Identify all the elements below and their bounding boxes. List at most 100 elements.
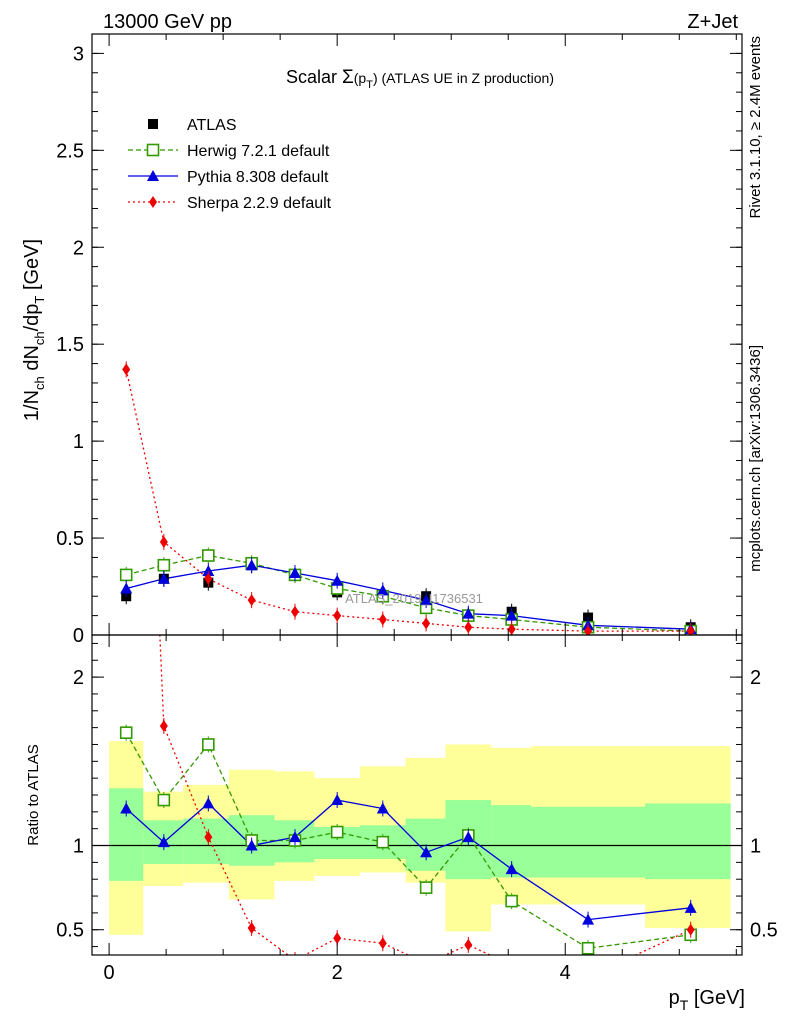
upper-y-tick-label: 2.5	[56, 140, 84, 162]
ratio-herwig-7-2-1-default-point	[376, 835, 390, 849]
uncertainty-band-inner	[183, 818, 229, 865]
mcplots-source-label: mcplots.cern.ch [arXiv:1306.3436]	[747, 345, 764, 572]
ratio-pythia-8-308-default-point	[288, 831, 301, 843]
lower-y-tick-label: 2	[73, 667, 84, 689]
upper-y-tick-label: 1	[73, 431, 84, 453]
lower-y-tick-label: 0.5	[56, 920, 84, 942]
legend-herwig-7-2-1-default-marker	[146, 143, 160, 157]
ratio-pythia-8-308-default-point	[120, 802, 133, 814]
ratio-pythia-8-308-default-point	[331, 794, 344, 806]
ratio-pythia-8-308-default-point	[202, 797, 215, 809]
ratio-sherpa-2-2-9-default-point	[464, 938, 473, 951]
upper-y-axis-title: 1/Nch dNch/dpT [GeV]	[21, 239, 47, 421]
ratio-pythia-8-308-default-point	[157, 836, 170, 848]
lower-y-tick-label-right: 2	[750, 667, 761, 689]
ratio-herwig-7-2-1-default-point	[202, 738, 215, 751]
ratio-sherpa-2-2-9-default-point	[584, 971, 592, 983]
main-sherpa-2-2-9-default-point	[464, 621, 473, 634]
ratio-pythia-8-308-default-point	[420, 846, 433, 858]
ratio-pythia-8-308-default-point	[582, 913, 595, 925]
lower-y-tick-label: 1	[73, 836, 84, 858]
main-pythia-8-308-default-point	[376, 584, 389, 596]
ratio-herwig-7-2-1-default-point	[581, 941, 595, 955]
upper-y-tick-label: 3	[73, 43, 84, 65]
uncertainty-band-inner	[531, 806, 646, 878]
main-sherpa-2-2-9-default-point	[584, 625, 593, 635]
upper-y-tick-label: 0	[73, 625, 84, 647]
legend-atlas-marker	[148, 119, 158, 129]
ratio-herwig-7-2-1-default-point	[157, 793, 171, 807]
legend-pythia-8-308-default-marker	[147, 170, 159, 181]
ratio-sherpa-2-2-9-default-point	[333, 932, 342, 945]
ratio-pythia-8-308-default-point	[376, 802, 389, 814]
main-sherpa-2-2-9-default-point	[122, 363, 131, 376]
ratio-sherpa-2-2-9-default-point	[204, 831, 213, 844]
main-pythia-8-308-default-point	[202, 565, 215, 577]
main-herwig-7-2-1-default-line	[126, 554, 691, 632]
main-sherpa-2-2-9-default-point	[378, 613, 387, 626]
legend-atlas-label: ATLAS	[187, 117, 237, 134]
main-sherpa-2-2-9-default-point	[333, 609, 342, 622]
ratio-sherpa-2-2-9-default-point	[294, 954, 296, 955]
main-pythia-8-308-default-point	[120, 582, 133, 594]
ratio-sherpa-2-2-9-default-line	[159, 635, 691, 955]
lower-y-tick-label-right: 0.5	[750, 920, 778, 942]
main-herwig-7-2-1-default-point	[202, 549, 215, 562]
legend: ATLAS Herwig 7.2.1 default Pythia 8.308 de…	[128, 117, 332, 212]
main-sherpa-2-2-9-default-point	[686, 625, 695, 635]
ratio-herwig-7-2-1-default-point	[419, 881, 433, 894]
ratio-herwig-7-2-1-default-point	[119, 726, 133, 739]
main-herwig-7-2-1-default-point	[157, 558, 171, 572]
upper-y-tick-label: 2	[73, 237, 84, 259]
lower-y-axis-title: Ratio to ATLAS	[25, 744, 42, 845]
ratio-sherpa-2-2-9-default-point	[247, 922, 256, 935]
main-pythia-8-308-default-line	[126, 564, 691, 630]
ratio-pythia-8-308-default-point	[245, 839, 258, 851]
main-pythia-8-308-default-point	[462, 607, 475, 619]
ratio-pythia-8-308-default-point	[505, 863, 518, 875]
legend-sherpa-2-2-9-default-label: Sherpa 2.2.9 default	[187, 195, 332, 212]
rivet-version-label: Rivet 3.1.10, ≥ 2.4M events	[747, 36, 764, 219]
main-pythia-8-308-default-point	[505, 609, 518, 621]
legend-sherpa-2-2-9-default-marker	[149, 196, 157, 208]
main-sherpa-2-2-9-default-point	[290, 605, 299, 618]
ratio-herwig-7-2-1-default-point	[330, 825, 344, 839]
uncertainty-band-inner	[645, 803, 731, 880]
upper-y-tick-label: 0.5	[56, 528, 84, 550]
lower-y-tick-label-right: 1	[750, 836, 761, 858]
upper-y-tick-label: 1.5	[56, 334, 84, 356]
legend-herwig-7-2-1-default-label: Herwig 7.2.1 default	[187, 143, 330, 160]
main-sherpa-2-2-9-default-point	[204, 572, 213, 585]
ratio-sherpa-2-2-9-default-point	[159, 719, 168, 732]
main-sherpa-2-2-9-default-point	[422, 617, 431, 630]
svg-text:1/Nch dNch/dpT [GeV]: 1/Nch dNch/dpT [GeV]	[21, 239, 47, 421]
legend-pythia-8-308-default-label: Pythia 8.308 default	[187, 169, 329, 186]
main-pythia-8-308-default-point	[288, 566, 301, 578]
main-pythia-8-308-default-point	[331, 574, 344, 586]
uncertainty-band-inner	[405, 818, 446, 871]
ratio-herwig-7-2-1-default-point	[505, 894, 518, 908]
analysis-watermark: ATLAS_2019_I1736531	[345, 591, 483, 606]
main-sherpa-2-2-9-default-point	[159, 535, 168, 548]
ratio-sherpa-2-2-9-default-point	[422, 957, 430, 969]
main-pythia-8-308-default-point	[157, 572, 170, 584]
x-tick-label: 2	[332, 962, 343, 984]
header-left-label: 13000 GeV pp	[103, 11, 232, 33]
main-pythia-8-308-default-point	[420, 594, 433, 606]
x-axis-title: pT [GeV]	[669, 987, 745, 1013]
main-pythia-8-308-default-point	[245, 559, 258, 571]
ratio-herwig-7-2-1-default-line	[125, 732, 691, 949]
svg-text:pT [GeV]: pT [GeV]	[669, 987, 745, 1013]
main-sherpa-2-2-9-default-point	[507, 623, 516, 635]
main-sherpa-2-2-9-default-point	[247, 594, 256, 607]
svg-text:Scalar Σ(pT) (ATLAS UE in Z p: Scalar Σ(pT) (ATLAS UE in Z production)	[286, 67, 554, 91]
chart-title: Scalar Σ(pT) (ATLAS UE in Z production)	[286, 67, 554, 91]
ratio-pythia-8-308-default-line	[125, 799, 691, 921]
ratio-sherpa-2-2-9-default-point	[508, 959, 516, 971]
header-right-label: Z+Jet	[687, 11, 738, 33]
ratio-sherpa-2-2-9-default-point	[378, 937, 387, 950]
main-herwig-7-2-1-default-point	[119, 568, 133, 582]
x-tick-label: 0	[104, 962, 115, 984]
ratio-pythia-8-308-default-point	[684, 901, 697, 913]
